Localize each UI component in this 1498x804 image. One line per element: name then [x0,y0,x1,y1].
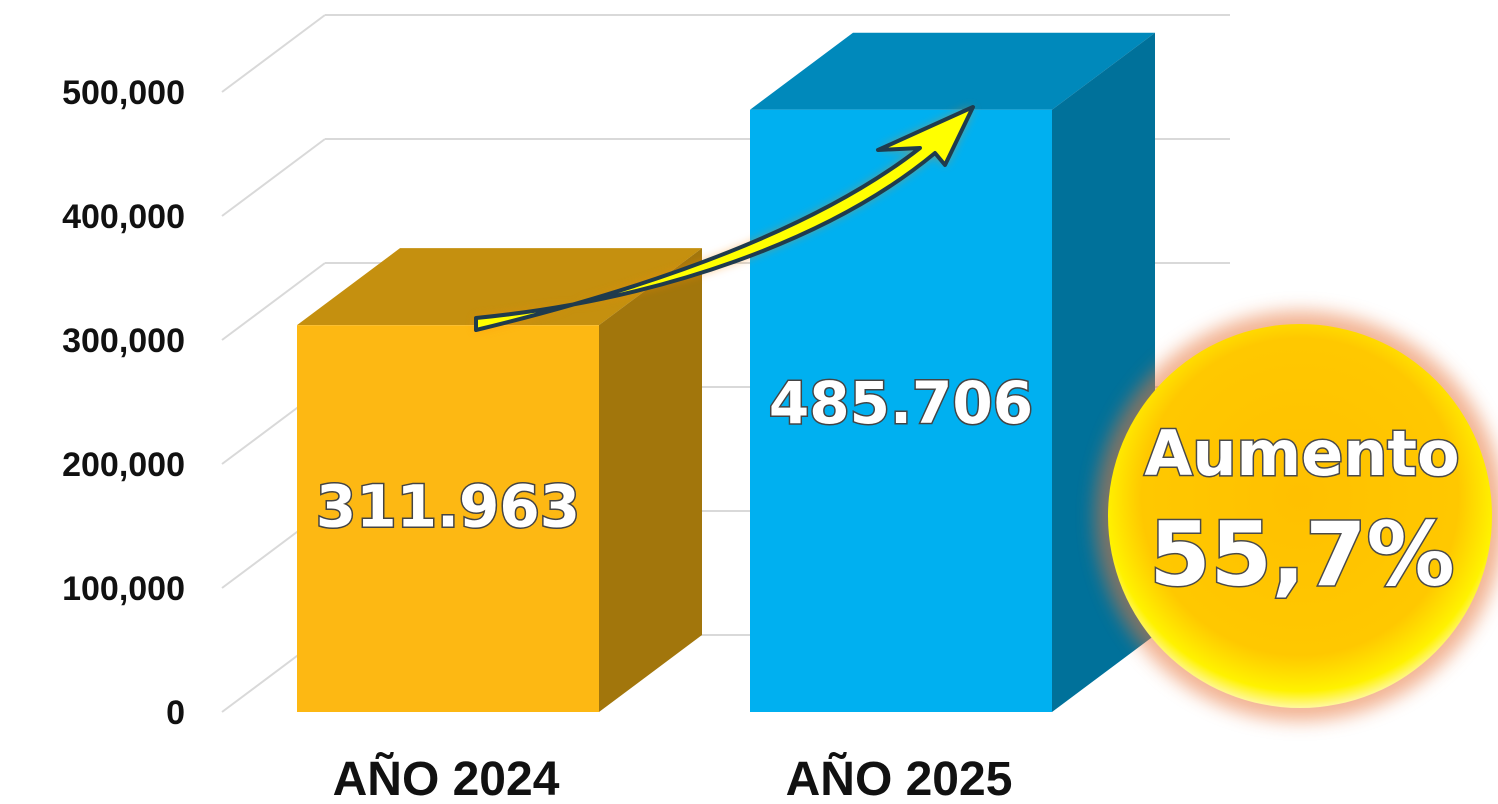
bar-front-face [750,109,1052,713]
bar-front-face [297,325,599,712]
y-tick-label: 500,000 [62,74,185,112]
growth-arrow-icon [474,105,975,332]
gridline-side [221,14,326,93]
y-tick-label: 100,000 [62,570,185,608]
bar-top-face [297,248,702,326]
y-axis: 0 100,000 200,000 300,000 400,000 500,000 [62,74,185,732]
bars [297,32,1155,713]
y-tick-label: 200,000 [62,446,185,484]
value-labels: 311.963 485.706 [314,367,1034,541]
x-tick-label: AÑO 2024 [333,751,560,804]
data-label: 485.706 [769,369,1033,437]
badge-line1: Aumento [1144,417,1459,490]
y-tick-label: 0 [166,694,185,732]
bar [297,248,702,712]
badge-line2: 55,7% [1149,503,1454,606]
bar-side-face [599,248,702,712]
y-tick-label: 300,000 [62,322,185,360]
badge-circle [1108,324,1492,708]
x-tick-label: AÑO 2025 [786,751,1013,804]
gridline-side [221,262,326,341]
gridline-side [221,138,326,217]
x-axis: AÑO 2024 AÑO 2025 [333,751,1013,804]
data-label: 311.963 [316,472,580,540]
y-tick-label: 400,000 [62,198,185,236]
increase-badge: Aumento 55,7% [1095,311,1498,721]
bar-top-face [750,32,1155,110]
